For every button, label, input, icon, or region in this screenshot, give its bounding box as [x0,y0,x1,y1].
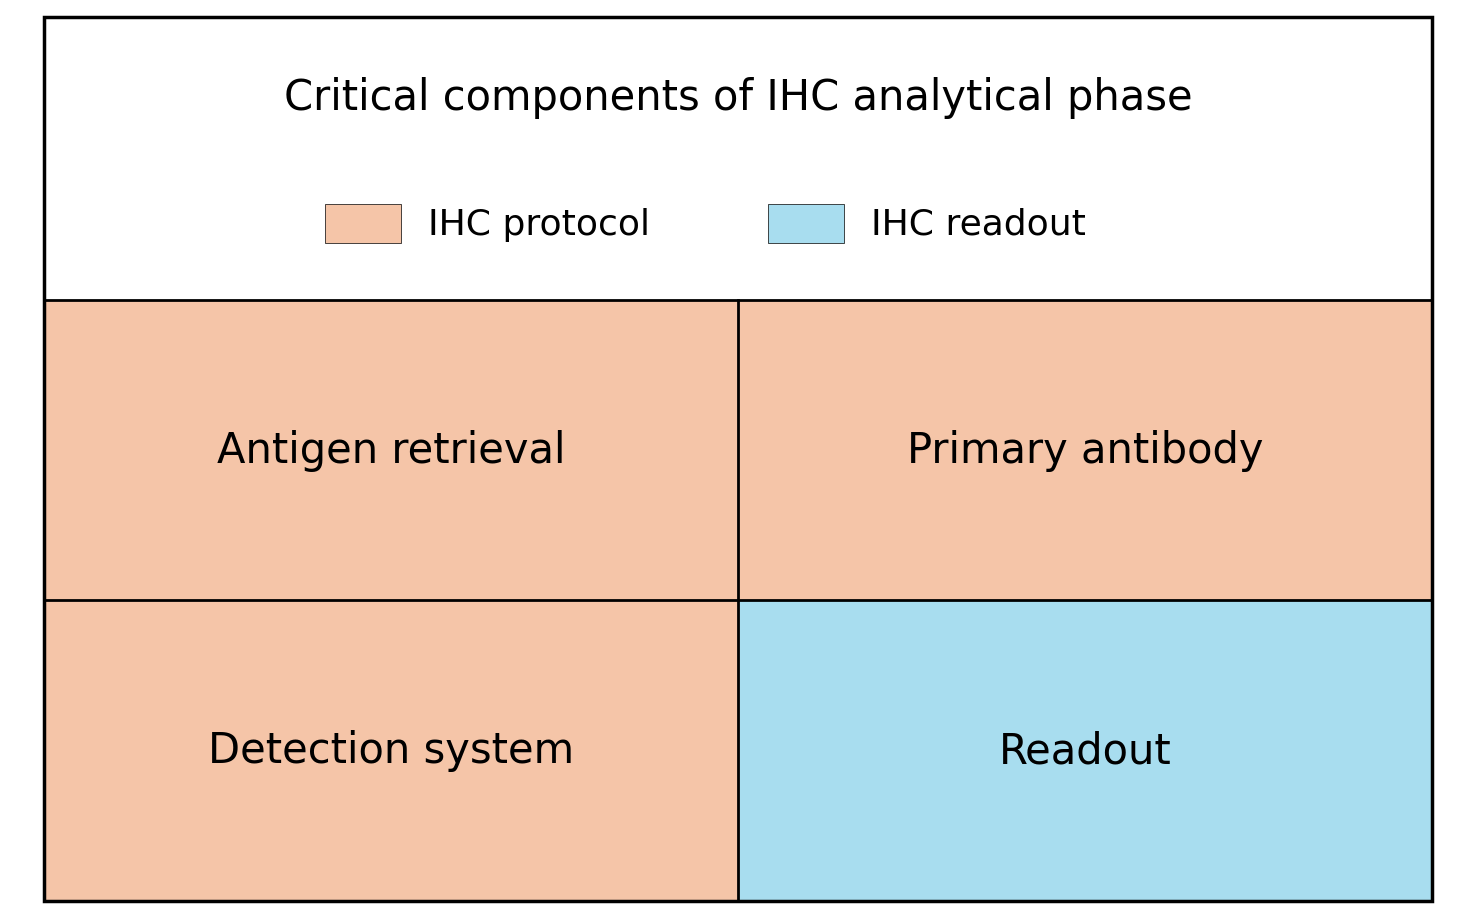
Text: Antigen retrieval: Antigen retrieval [217,430,565,471]
Text: Primary antibody: Primary antibody [906,430,1263,471]
Bar [44,18,1432,301]
Bar [44,601,738,901]
Text: Detection system: Detection system [208,730,574,772]
Bar [738,301,1432,601]
Text: Critical components of IHC analytical phase: Critical components of IHC analytical ph… [283,76,1193,119]
Text: Readout: Readout [998,730,1172,772]
Bar [738,601,1432,901]
Bar [325,205,401,244]
Text: IHC readout: IHC readout [871,208,1086,242]
Bar [44,301,738,601]
Text: IHC protocol: IHC protocol [428,208,649,242]
Bar [768,205,844,244]
